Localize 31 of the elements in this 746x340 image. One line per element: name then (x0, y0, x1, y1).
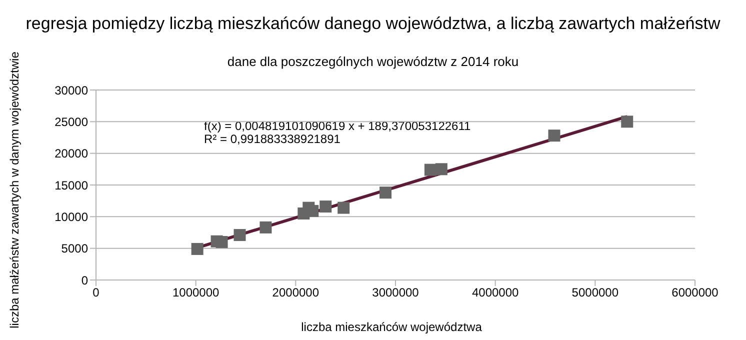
y-tick-label: 15000 (54, 178, 88, 192)
x-tick-label: 6000000 (672, 286, 719, 300)
point (320, 200, 332, 213)
chart-title: regresja pomiędzy liczbą mieszkańców danego województwa, a liczbą zawartych małżeństw (24, 14, 722, 34)
y-tick-label: 25000 (54, 114, 88, 129)
y-tick-label: 30000 (54, 83, 88, 98)
point (380, 186, 392, 199)
point (435, 163, 448, 176)
point (338, 202, 350, 214)
y-tick-label: 5000 (61, 242, 88, 256)
chart-subtitle: dane dla poszczególnych województw z 2014 roku (227, 54, 519, 69)
point (191, 242, 204, 255)
x-tick-label: 1000000 (172, 286, 220, 300)
y-axis-title: liczba małżeństw zawartych w danym województwie (7, 52, 21, 328)
x-axis-title: liczba mieszkańców województwa (300, 320, 483, 334)
point (216, 236, 228, 248)
point (548, 130, 560, 142)
y-tick-label: 0 (81, 273, 88, 288)
point (234, 229, 246, 242)
x-tick-label: 2000000 (272, 286, 320, 300)
x-tick-label: 0 (92, 286, 100, 300)
x-tick-label: 5000000 (572, 286, 619, 300)
y-tick-label: 20000 (54, 146, 88, 161)
point (260, 221, 272, 234)
y-tick-label: 10000 (54, 210, 88, 224)
annotation: f(x) = 0,004819101090619 x + 189,370053122611 (204, 119, 471, 133)
x-tick-label: 4000000 (472, 286, 520, 300)
point (424, 164, 436, 176)
x-tick-label: 3000000 (372, 286, 420, 300)
point (621, 116, 634, 128)
annotation: R² = 0,991883338921891 (204, 132, 340, 146)
